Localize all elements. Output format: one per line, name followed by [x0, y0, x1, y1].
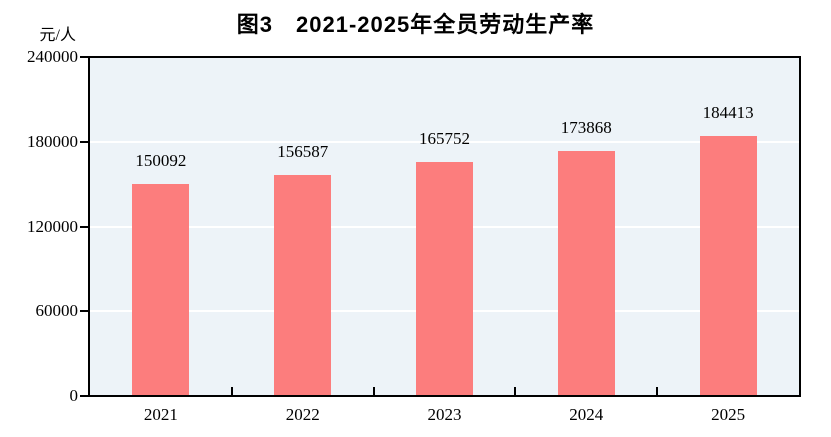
y-tick-mark-240000 [80, 56, 88, 58]
y-tick-mark-180000 [80, 140, 88, 143]
bar-2023 [416, 162, 473, 395]
bar-value-label-2022: 156587 [277, 142, 329, 162]
x-tick-label-2025: 2025 [711, 405, 746, 424]
y-tick-label-120000: 120000 [27, 216, 78, 236]
chart-title: 图3 2021-2025年全员劳动生产率 [236, 12, 595, 37]
y-tick-mark-60000 [80, 310, 88, 313]
category-boundary-tick [514, 387, 517, 395]
bar-value-label-2021: 150092 [135, 151, 187, 171]
y-tick-label-180000: 180000 [27, 131, 78, 151]
plot-area: 150092 156587 165752 173868 184413 [88, 56, 801, 397]
category-boundary-tick [656, 387, 659, 395]
y-tick-label-0: 0 [69, 386, 79, 405]
y-tick-label-60000: 60000 [35, 301, 79, 321]
bar-2021 [132, 184, 190, 395]
y-tick-mark-0 [80, 395, 88, 397]
bar-value-label-2025: 184413 [702, 103, 754, 123]
y-tick-mark-120000 [80, 225, 88, 228]
x-tick-label-2022: 2022 [285, 405, 320, 424]
bar-2022 [274, 175, 332, 395]
y-tick-label-240000: 240000 [27, 47, 78, 66]
category-boundary-tick [230, 387, 233, 395]
x-tick-label-2021: 2021 [143, 405, 178, 424]
gridline-180000 [90, 141, 799, 144]
bar-2024 [557, 150, 615, 395]
x-tick-label-2024: 2024 [569, 405, 604, 424]
x-tick-label-2023: 2023 [427, 405, 462, 424]
bar-value-label-2023: 165752 [419, 129, 470, 149]
bar-value-label-2024: 173868 [560, 117, 612, 137]
bar-2025 [699, 136, 757, 395]
y-axis-unit-label: 元/人 [39, 27, 76, 44]
category-boundary-tick [372, 387, 375, 395]
